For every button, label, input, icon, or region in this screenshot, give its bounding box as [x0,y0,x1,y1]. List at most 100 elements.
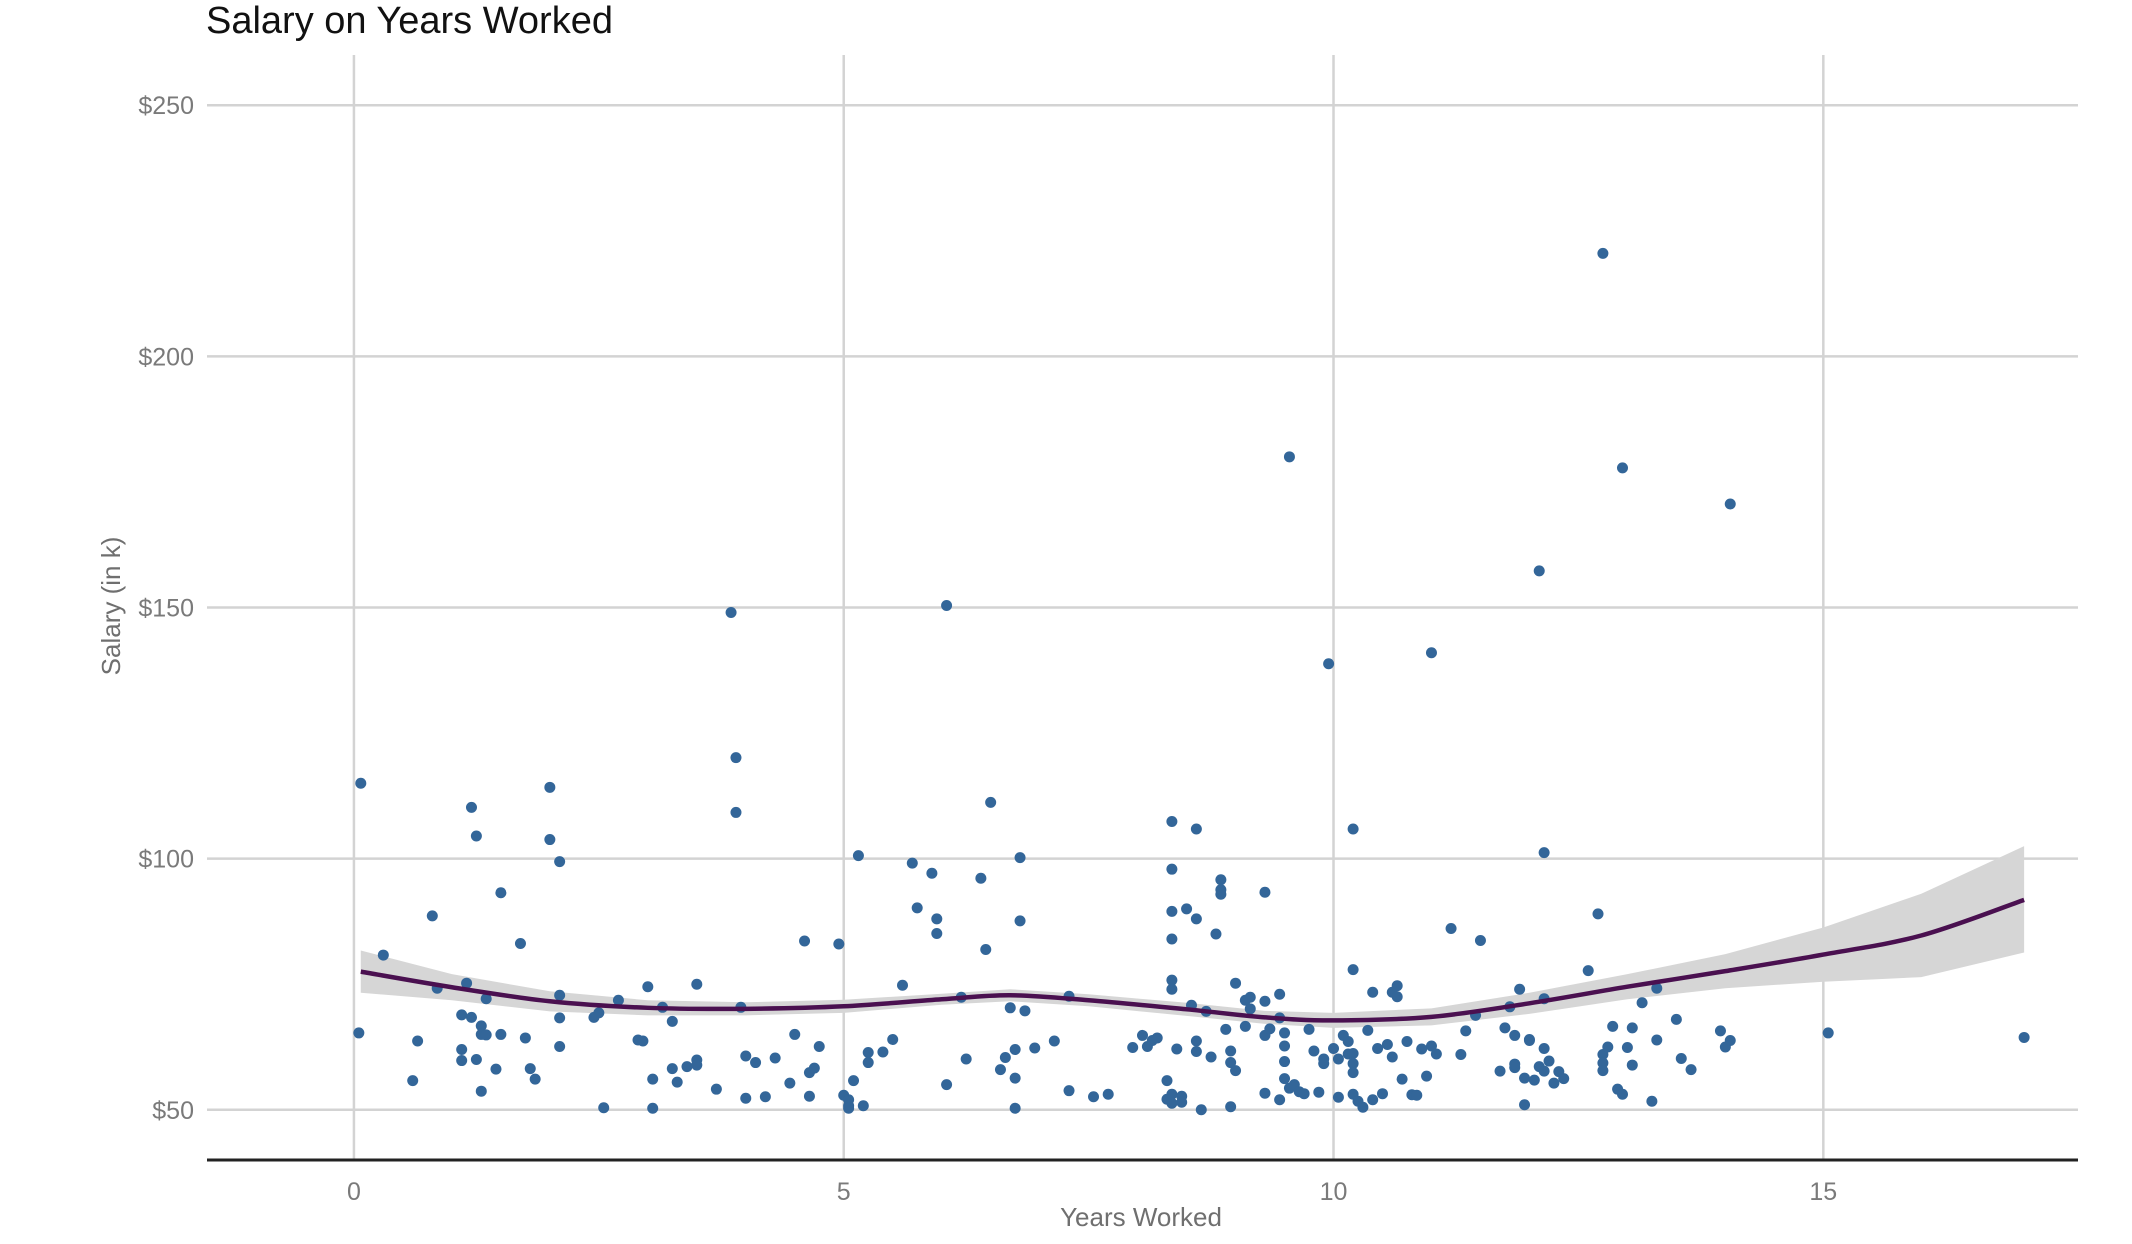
data-point [671,1076,683,1088]
data-point [412,1035,424,1047]
data-point [1215,874,1227,886]
data-point [456,1055,468,1067]
data-point [1328,1042,1340,1054]
data-point [377,949,389,961]
data-point [514,938,526,950]
data-point [1391,980,1403,992]
data-point [1264,1023,1276,1035]
data-point [1279,1040,1291,1052]
x-tick-label: 15 [1809,1178,1837,1206]
data-point [554,1040,566,1052]
data-point [554,856,566,868]
data-point [1151,1032,1163,1044]
data-point [1014,915,1026,927]
data-point [1009,1044,1021,1055]
data-point [1279,1073,1291,1085]
data-point [1230,977,1242,989]
data-points [353,247,2030,1116]
data-point [857,1100,869,1112]
data-point [407,1075,419,1087]
x-tick-label: 10 [1320,1178,1348,1206]
data-point [710,1083,722,1095]
data-point [1621,1041,1633,1053]
data-point [813,1040,825,1052]
x-tick-label: 5 [837,1178,851,1206]
data-point [465,801,477,813]
data-point [1274,988,1286,1000]
data-point [353,1027,365,1039]
data-point [1499,1022,1511,1034]
data-point [1675,1053,1687,1065]
data-point [456,1009,468,1021]
data-point [691,1059,703,1071]
data-point [1225,1101,1237,1113]
data-point [941,599,953,611]
data-point [1616,1088,1628,1100]
data-point [1514,983,1526,995]
data-point [1161,1075,1173,1087]
data-point [1063,1085,1075,1097]
data-point [1533,565,1545,577]
x-tick-label: 0 [347,1178,361,1206]
data-point [1166,1097,1178,1109]
data-point [1176,1096,1188,1108]
data-point [1714,1025,1726,1037]
data-point [1048,1035,1060,1047]
data-point [1401,1035,1413,1047]
data-point [1597,1065,1609,1077]
data-point [355,777,367,789]
data-point [1342,1035,1354,1047]
y-tick-label: $100 [138,846,194,874]
data-point [465,1011,477,1023]
data-point [480,1029,492,1041]
data-point [1651,1034,1663,1046]
data-point [1592,908,1604,920]
data-point [1215,884,1227,896]
data-point [980,944,992,956]
data-point [691,978,703,990]
data-point [1651,982,1663,994]
data-point [1367,986,1379,998]
data-point [1244,1003,1256,1015]
data-point [1283,451,1295,463]
data-point [1626,1022,1638,1034]
data-point [1543,1055,1555,1067]
data-point [1421,1070,1433,1082]
data-point [759,1091,771,1103]
smooth-line-path [360,897,2025,1023]
data-point [1102,1088,1114,1100]
data-point [769,1052,781,1064]
data-point [1313,1086,1325,1098]
data-point [1372,1042,1384,1054]
data-point [1386,1051,1398,1063]
data-point [1205,1051,1217,1063]
data-point [1538,847,1550,859]
data-point [1166,974,1178,986]
data-point [1347,1058,1359,1070]
data-point [426,910,438,922]
data-point [897,979,909,991]
data-point [1019,1005,1031,1017]
data-point [1166,933,1178,945]
data-point [666,1063,678,1075]
data-point [1646,1095,1658,1107]
data-point [1190,1035,1202,1047]
data-point [994,1064,1006,1076]
data-point [1137,1029,1148,1041]
data-point [1171,1043,1183,1055]
data-point [1190,823,1202,835]
data-point [862,1047,874,1059]
data-point [1220,1023,1232,1035]
data-point [470,1054,482,1066]
data-point [877,1046,889,1058]
data-point [1430,1048,1442,1060]
data-point [1558,1073,1570,1085]
data-point [1181,903,1193,915]
data-point [799,935,811,947]
data-point [1009,1102,1021,1114]
data-point [725,607,737,619]
data-point [1244,991,1256,1003]
chart-title: Salary on Years Worked [206,0,613,42]
data-point [1347,1048,1359,1060]
data-point [1685,1064,1697,1076]
